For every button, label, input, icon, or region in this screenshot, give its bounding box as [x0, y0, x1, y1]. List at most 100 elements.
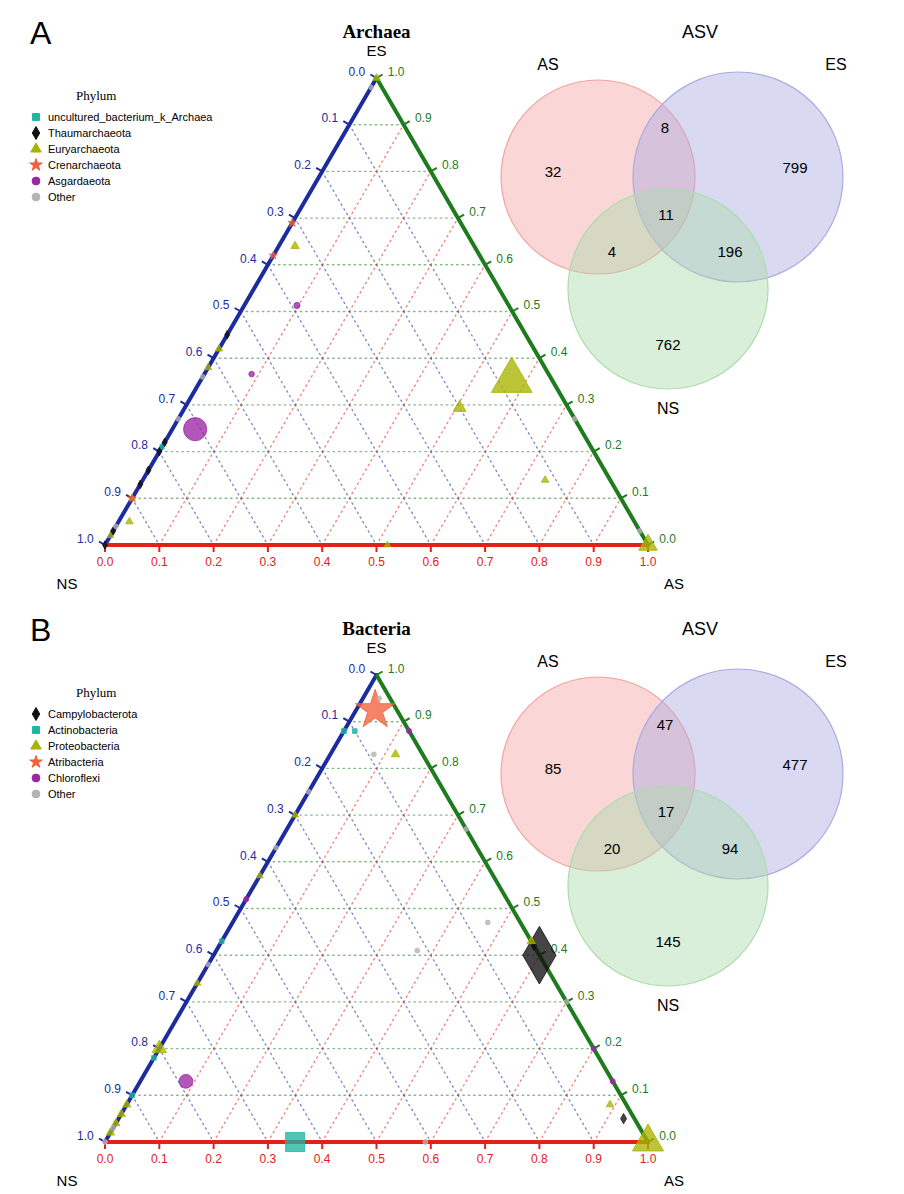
data-point [162, 438, 167, 447]
grid-line [214, 171, 431, 545]
tick-mark [235, 308, 241, 312]
legend-label: Proteobacteria [48, 740, 120, 752]
data-point [371, 752, 376, 757]
tick-label: 0.0 [97, 555, 114, 569]
data-point [369, 85, 374, 90]
legend-label: Thaumarchaeota [48, 127, 132, 139]
corner-label: NS [57, 575, 78, 592]
tick-label: 0.3 [260, 1152, 277, 1166]
legend-symbol [30, 158, 42, 170]
grid-line [539, 452, 593, 545]
data-point [306, 789, 311, 794]
data-point [215, 345, 222, 351]
tick-label: 0.0 [659, 1129, 676, 1143]
data-point [491, 357, 532, 392]
tick-label: 0.6 [422, 555, 439, 569]
venn-region-value: 47 [657, 716, 674, 733]
tick-label: 0.2 [294, 755, 311, 769]
tick-mark [512, 308, 518, 312]
data-point [152, 1056, 157, 1061]
venn-region-value: 762 [655, 336, 680, 353]
axis-ticks: 0.00.10.20.30.40.50.60.70.80.91.0 [97, 1142, 657, 1166]
grid-line [132, 498, 621, 499]
legend-label: Crenarchaeota [48, 159, 122, 171]
data-point [291, 241, 299, 248]
tick-mark [485, 858, 491, 862]
legend-label: Other [48, 191, 76, 203]
tick-label: 0.5 [213, 895, 230, 909]
data-point [126, 517, 133, 523]
venn-region-value: 477 [782, 756, 807, 773]
tick-label: 0.4 [314, 555, 331, 569]
grid-line [186, 1001, 566, 1002]
grid-line [132, 1095, 621, 1096]
tick-label: 0.3 [260, 555, 277, 569]
tick-label: 0.9 [104, 485, 121, 499]
venn-set-label: ES [825, 653, 846, 670]
grid-line [295, 814, 458, 815]
venn-region-value: 196 [717, 243, 742, 260]
data-point [274, 845, 279, 850]
data-point [384, 541, 390, 547]
tick-mark [485, 261, 491, 265]
tick-label: 0.7 [159, 989, 176, 1003]
legend-symbol [32, 193, 40, 201]
tick-label: 0.6 [186, 942, 203, 956]
data-point [200, 374, 205, 379]
venn-region-value: 17 [658, 803, 675, 820]
tick-label: 0.2 [294, 158, 311, 172]
grid-line [132, 498, 159, 545]
tick-label: 1.0 [388, 65, 405, 79]
data-point [406, 728, 411, 733]
tick-label: 0.8 [131, 1035, 148, 1049]
legend-symbol [32, 708, 39, 721]
grid-line [159, 125, 403, 545]
legend-label: Euryarchaeota [48, 143, 120, 155]
venn-region-value: 94 [722, 840, 739, 857]
data-point [103, 541, 108, 550]
tick-label: 0.2 [605, 438, 622, 452]
grid-line [431, 955, 540, 1142]
legend-symbol [32, 774, 40, 782]
grid-line [594, 1095, 621, 1142]
legend-label: Actinobacteria [48, 724, 119, 736]
legend-label: Atribacteria [48, 756, 105, 768]
grid-line [241, 908, 513, 909]
venn-region-value: 32 [545, 163, 562, 180]
tick-mark [262, 858, 268, 862]
legend-title: Phylum [76, 88, 116, 103]
tick-label: 0.1 [151, 1152, 168, 1166]
tick-mark [431, 168, 437, 172]
data-point [527, 936, 535, 943]
tick-label: 0.5 [368, 1152, 385, 1166]
tick-label: 0.9 [415, 708, 432, 722]
venn-region-value: 85 [545, 760, 562, 777]
tick-label: 0.4 [314, 1152, 331, 1166]
tick-label: 0.0 [349, 662, 366, 676]
tick-mark [158, 545, 160, 552]
grid-line [322, 265, 485, 545]
tick-label: 0.6 [186, 345, 203, 359]
data-point [572, 417, 577, 422]
data-point [391, 750, 399, 757]
grid-line [268, 815, 458, 1142]
axis-ticks: 0.00.10.20.30.40.50.60.70.80.91.0 [77, 662, 376, 1143]
figure: AArchaea0.00.10.20.30.40.50.60.70.80.91.… [0, 0, 904, 1194]
tick-mark [621, 1092, 627, 1096]
tick-mark [235, 905, 241, 909]
tick-label: 0.5 [368, 555, 385, 569]
data-point [464, 827, 469, 832]
legend-symbol [32, 177, 40, 185]
tick-mark [458, 812, 464, 816]
data-point [256, 872, 263, 878]
data-point [564, 1000, 569, 1005]
tick-mark [376, 545, 378, 552]
data-point [288, 218, 297, 226]
data-point [453, 400, 466, 411]
tick-mark [431, 765, 437, 769]
tick-label: 0.6 [496, 252, 513, 266]
data-point [176, 417, 181, 422]
data-point [219, 939, 224, 944]
data-point [341, 729, 346, 734]
data-point [138, 480, 143, 489]
